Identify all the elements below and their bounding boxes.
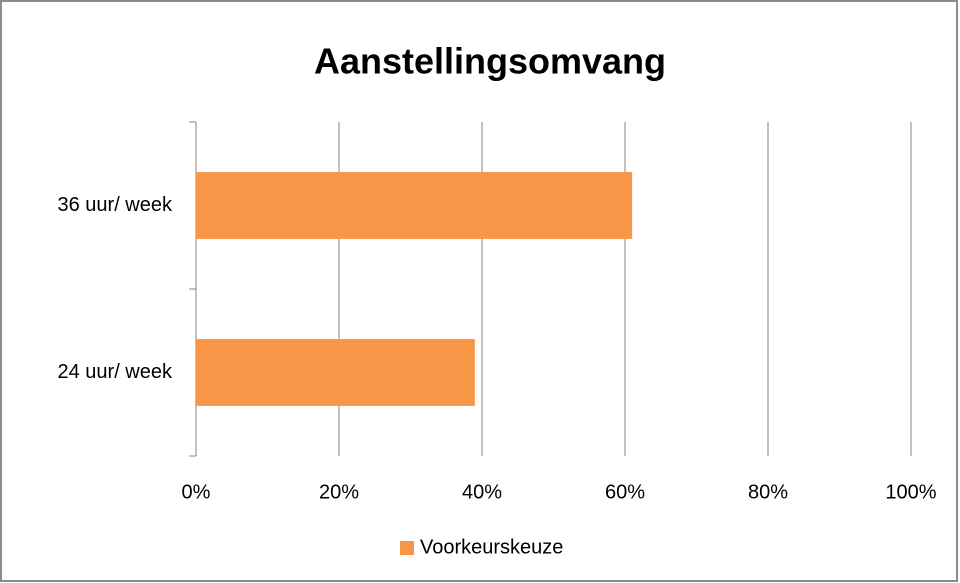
x-tick-label: 80%: [748, 481, 788, 503]
x-tick-label: 100%: [885, 481, 936, 503]
x-tick-label: 0%: [182, 481, 211, 503]
legend-swatch: [400, 541, 414, 555]
x-tick-label: 40%: [462, 481, 502, 503]
legend-label: Voorkeurskeuze: [420, 536, 563, 558]
chart-title: Aanstellingsomvang: [314, 41, 666, 82]
y-tick-label: 36 uur/ week: [57, 194, 173, 216]
bar: [196, 172, 633, 239]
x-tick-label: 60%: [605, 481, 645, 503]
bar: [196, 339, 475, 406]
x-tick-label: 20%: [319, 481, 359, 503]
y-tick-label: 24 uur/ week: [57, 361, 173, 383]
